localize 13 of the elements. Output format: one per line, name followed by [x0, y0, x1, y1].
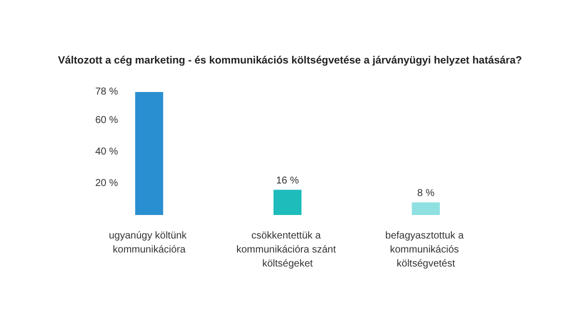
x-tick-label: ugyanúgy költünk kommunikációra: [108, 230, 190, 256]
x-tick-label: csökkentettük a kommunikációra szánt költségeket: [236, 230, 339, 270]
data-label: 16 %: [276, 175, 300, 186]
y-tick-label: 78 %: [95, 86, 118, 98]
data-label: 8 %: [417, 188, 435, 199]
x-tick-label: befagyasztottuk a kommunikációs költségvetést: [385, 230, 466, 270]
bar: [135, 92, 164, 215]
y-tick-label: 40 %: [95, 146, 118, 158]
y-tick-label: 60 %: [95, 114, 118, 126]
chart-title: Változott a cég marketing - és kommunikációs költségvetése a járványügyi helyzet hatására?: [58, 54, 522, 66]
bar: [412, 202, 440, 215]
bar: [274, 190, 302, 215]
y-tick-label: 20 %: [95, 178, 118, 189]
